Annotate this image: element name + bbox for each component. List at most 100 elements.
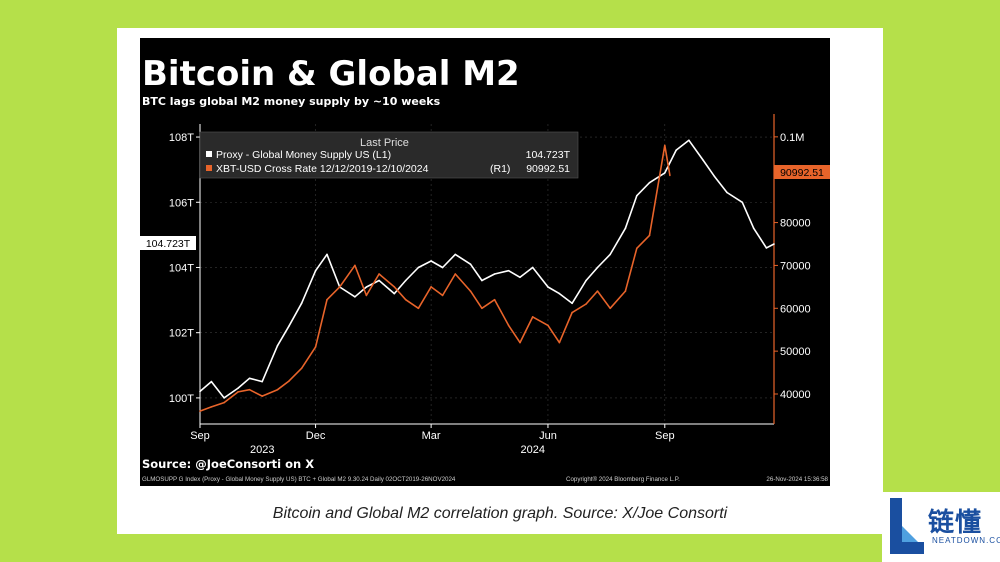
data-point-global-m2: [481, 279, 483, 282]
site-logo: 链懂 NEATDOWN.COM: [882, 492, 1000, 562]
data-point-global-m2: [441, 266, 444, 269]
data-point-global-m2: [702, 159, 704, 161]
figure-caption: Bitcoin and Global M2 correlation graph.…: [272, 505, 728, 522]
data-point-btc: [454, 273, 457, 275]
right-tick-label: 70000: [780, 260, 811, 272]
legend-label-btc: XBT-USD Cross Rate 12/12/2019-12/10/2024: [216, 163, 429, 175]
data-point-btc: [648, 234, 651, 237]
data-point-btc: [596, 290, 599, 292]
legend-value-btc: 90992.51: [526, 163, 570, 175]
data-point-global-m2: [493, 273, 496, 275]
data-point-btc: [393, 286, 396, 288]
legend-header: Last Price: [360, 137, 409, 149]
data-point-global-m2: [773, 243, 775, 245]
footer-copyright-text: Copyright® 2024 Bloomberg Finance L.P.: [566, 476, 680, 483]
data-point-global-m2: [663, 172, 666, 174]
data-point-global-m2: [752, 227, 755, 230]
data-point-btc: [223, 401, 225, 404]
source-label: Source: @JoeConsorti on X: [142, 457, 314, 471]
right-tick-label: 0.1M: [780, 132, 804, 144]
series-layer: [199, 139, 775, 412]
data-point-global-m2: [261, 380, 264, 383]
data-point-global-m2: [636, 194, 638, 197]
x-tick-label: Sep: [655, 430, 675, 442]
left-tick-label: 102T: [169, 328, 194, 340]
data-point-global-m2: [596, 266, 599, 269]
l-logo-icon: [890, 498, 924, 554]
data-point-btc: [571, 311, 573, 314]
data-point-global-m2: [507, 269, 510, 272]
data-point-btc: [261, 395, 264, 397]
data-point-global-m2: [726, 191, 728, 194]
data-point-global-m2: [765, 247, 768, 249]
data-point-global-m2: [199, 390, 201, 393]
right-tick-label: 50000: [780, 346, 811, 358]
data-point-btc: [326, 298, 328, 301]
series-line-btc: [199, 144, 671, 412]
data-point-global-m2: [531, 266, 534, 269]
data-point-btc: [547, 324, 549, 327]
data-point-global-m2: [624, 227, 627, 230]
data-point-global-m2: [248, 377, 251, 380]
data-point-btc: [314, 346, 317, 348]
data-point-global-m2: [314, 269, 317, 272]
x-tick-label: Mar: [422, 430, 441, 442]
data-point-btc: [338, 286, 341, 288]
data-point-btc: [365, 294, 368, 297]
data-point-global-m2: [393, 292, 396, 295]
data-point-global-m2: [430, 260, 432, 262]
data-point-global-m2: [354, 296, 356, 298]
data-point-btc: [404, 298, 407, 301]
data-point-global-m2: [417, 266, 420, 269]
data-point-global-m2: [585, 279, 587, 282]
x-tick-label: Dec: [306, 430, 326, 442]
legend-label-m2: Proxy - Global Money Supply US (L1): [216, 149, 391, 161]
x-tick-label: Sep: [190, 430, 210, 442]
data-point-btc: [669, 174, 671, 177]
data-point-btc: [558, 341, 561, 344]
data-point-btc: [493, 298, 496, 301]
right-tick-label: 40000: [780, 389, 811, 401]
data-point-global-m2: [288, 325, 290, 327]
right-last-value-label: 90992.51: [780, 167, 824, 179]
legend-swatch-btc: [206, 165, 212, 171]
data-point-btc: [210, 406, 213, 408]
data-point-global-m2: [404, 279, 407, 282]
data-point-btc: [441, 294, 444, 297]
data-point-global-m2: [223, 397, 225, 399]
data-point-btc: [276, 388, 279, 391]
data-point-btc: [199, 410, 201, 412]
right-last-value-tag: 90992.51: [774, 165, 830, 179]
left-tick-label: 100T: [169, 393, 194, 405]
data-point-global-m2: [378, 279, 380, 282]
data-point-global-m2: [558, 292, 561, 295]
data-point-global-m2: [519, 276, 521, 279]
data-point-global-m2: [547, 286, 549, 288]
axes-layer: 108T 106T 104T 102T 100T Sep Dec Mar Jun Sep 2023 2…: [169, 114, 811, 456]
data-point-global-m2: [300, 302, 303, 305]
footer-timestamp-text: 26-Nov-2024 15:36:58: [766, 476, 828, 483]
legend-axis-tag-btc: (R1): [490, 163, 510, 175]
data-point-btc: [519, 341, 521, 344]
data-point-btc: [469, 290, 472, 292]
data-point-btc: [663, 144, 666, 147]
data-point-global-m2: [675, 149, 678, 151]
data-point-btc: [237, 391, 239, 393]
data-point-btc: [430, 286, 432, 288]
data-point-global-m2: [326, 253, 328, 256]
data-point-btc: [288, 380, 290, 382]
chart-title: Bitcoin & Global M2: [142, 54, 520, 94]
data-point-btc: [300, 367, 303, 370]
x-year-label: 2023: [250, 444, 274, 456]
footer-index-text: GLMOSUPP G Index (Proxy - Global Money S…: [142, 476, 456, 483]
data-point-global-m2: [609, 253, 611, 256]
legend-value-m2: 104.723T: [526, 149, 571, 161]
left-last-value-label: 104.723T: [146, 238, 191, 250]
data-point-global-m2: [454, 253, 457, 256]
data-point-global-m2: [648, 181, 651, 184]
chart-svg: Bitcoin & Global M2 BTC lags global M2 m…: [140, 54, 830, 483]
data-point-btc: [531, 316, 534, 318]
data-point-btc: [636, 247, 638, 250]
left-tick-label: 106T: [169, 197, 194, 209]
data-point-global-m2: [237, 387, 239, 389]
